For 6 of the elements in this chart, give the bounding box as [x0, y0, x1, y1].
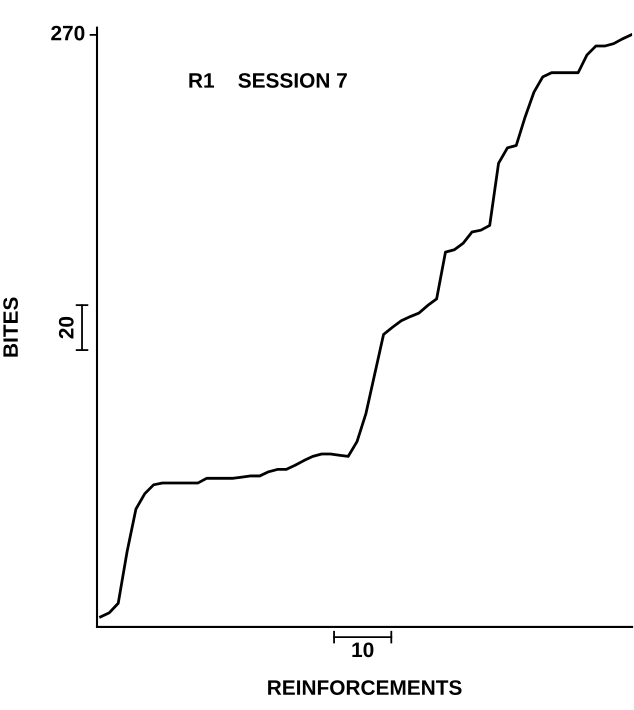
text: 10	[352, 642, 374, 658]
x-axis-title: REINFORCEMENTS	[268, 680, 462, 695]
y-axis-title: BITES	[3, 297, 18, 357]
text: 270	[51, 26, 84, 40]
text: 20	[58, 316, 74, 338]
annotation: R1 SESSION 7	[189, 73, 347, 88]
